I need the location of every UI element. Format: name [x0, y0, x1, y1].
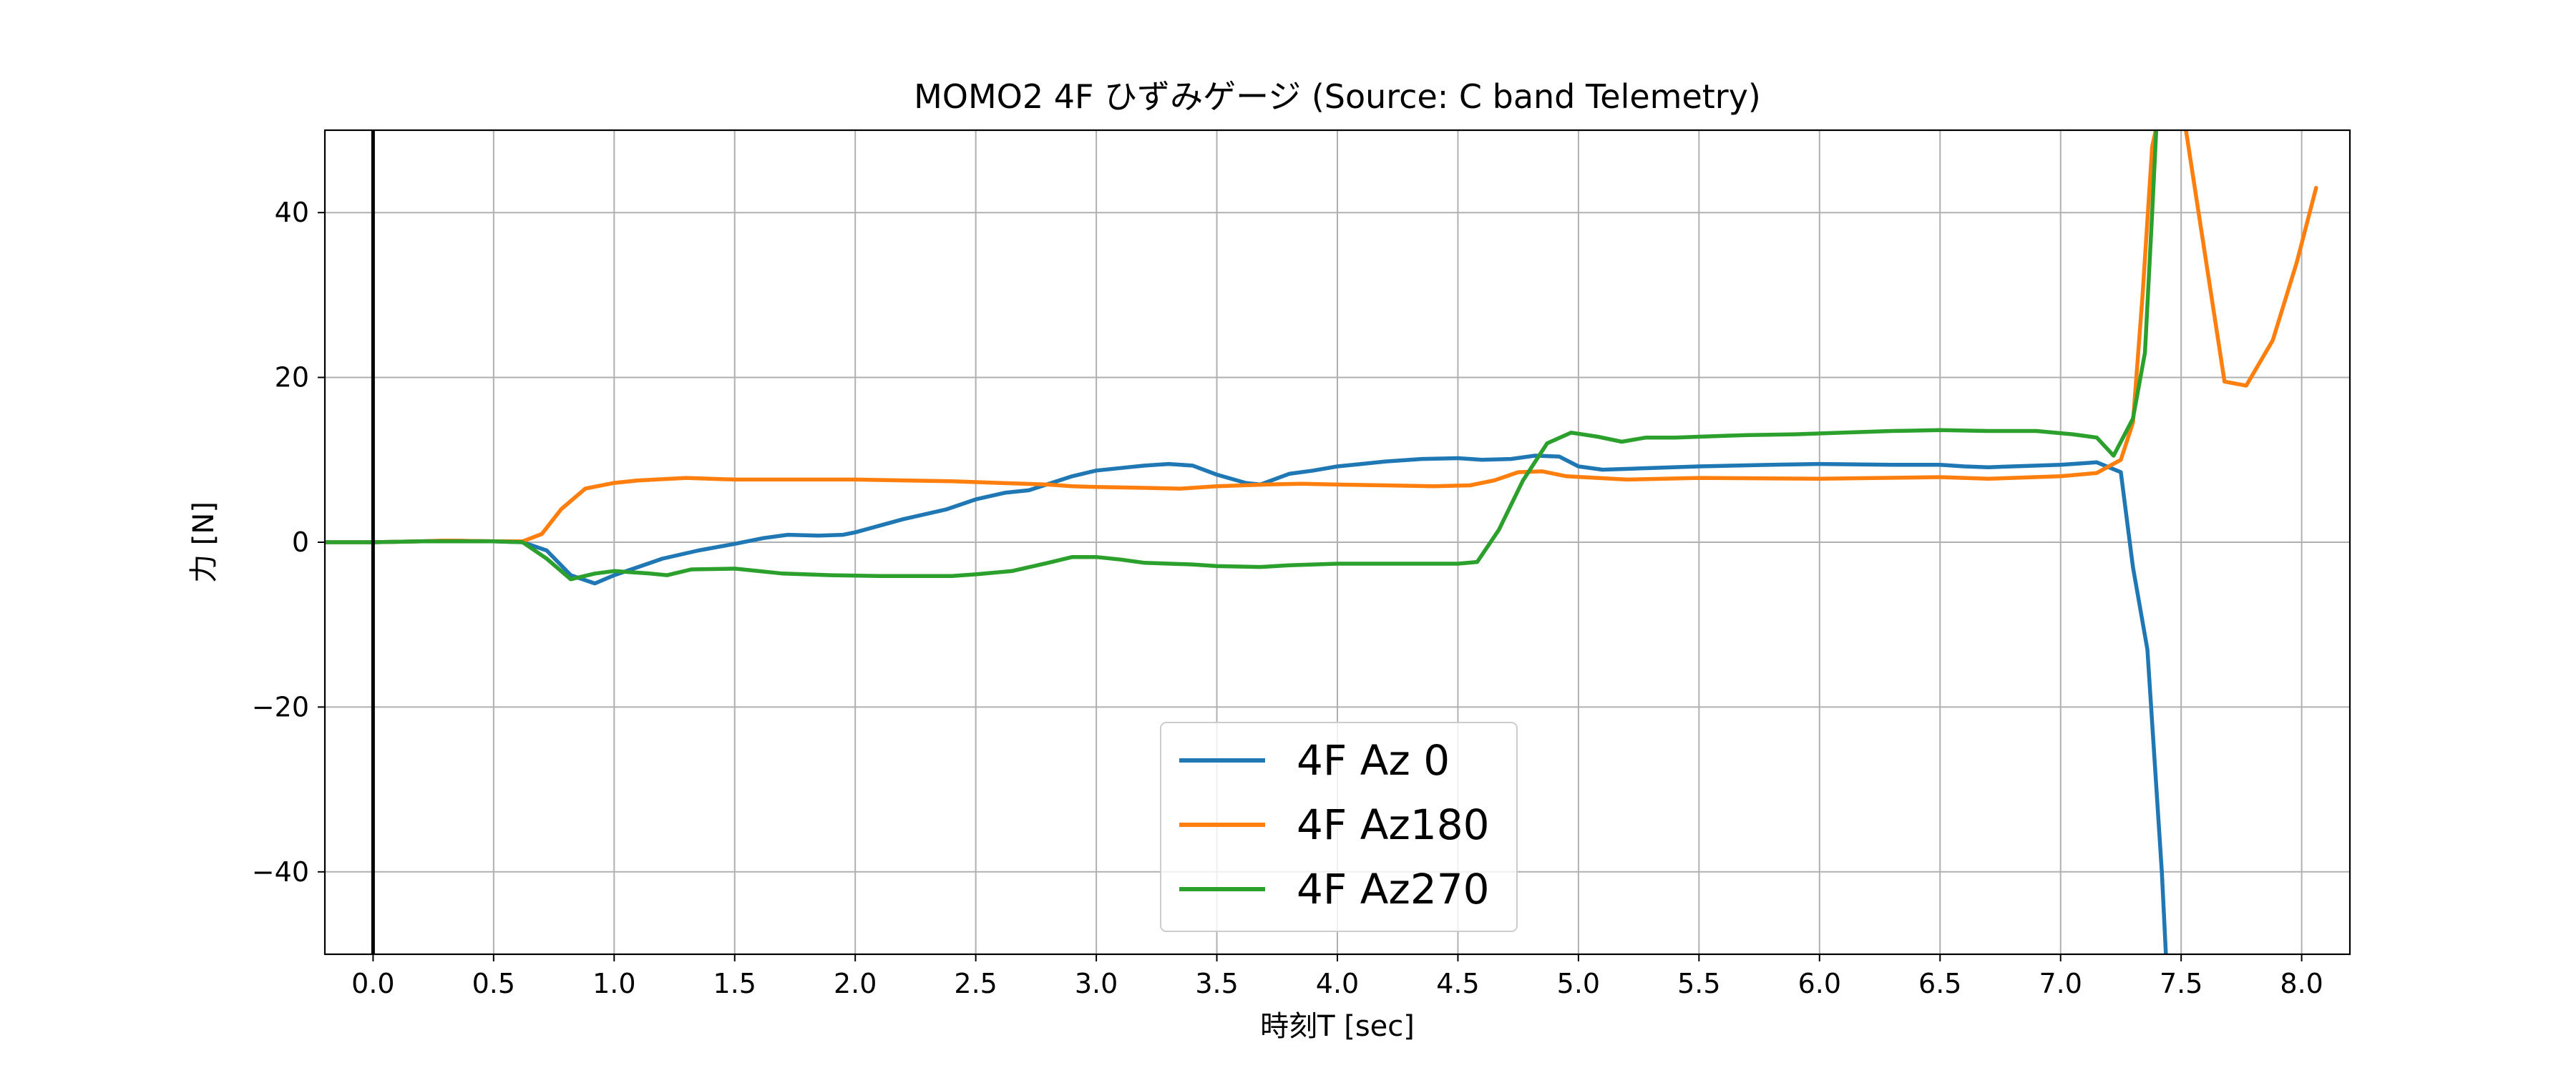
y-tick-label: 0	[292, 526, 309, 558]
y-tick-label: −40	[252, 856, 309, 888]
x-tick-label: 3.0	[1075, 968, 1118, 999]
y-tick-label: 20	[275, 362, 309, 393]
x-tick-label: 3.5	[1195, 968, 1238, 999]
x-tick-label: 5.5	[1677, 968, 1720, 999]
legend-label-az180: 4F Az180	[1297, 800, 1490, 849]
x-tick-label: 2.0	[834, 968, 877, 999]
x-tick-label: 7.0	[2039, 968, 2082, 999]
series-line-2	[325, 130, 2159, 582]
x-tick-label: 0.5	[472, 968, 515, 999]
x-tick-label: 6.0	[1798, 968, 1841, 999]
y-axis: −40 −20 0 20 40	[252, 197, 325, 888]
chart-title: MOMO2 4F ひずみゲージ (Source: C band Telemetr…	[914, 77, 1761, 116]
series-lines	[325, 130, 2318, 954]
legend: 4F Az 0 4F Az180 4F Az270	[1160, 722, 1518, 932]
series-line-0	[325, 454, 2168, 954]
x-tick-label: 0.0	[351, 968, 394, 999]
legend-box	[1160, 722, 1518, 932]
x-tick-label: 8.0	[2280, 968, 2323, 999]
x-axis-title: 時刻T [sec]	[1260, 1010, 1415, 1043]
x-tick-label: 1.5	[713, 968, 756, 999]
y-axis-title: 力 [N]	[187, 501, 220, 583]
y-tick-label: 40	[275, 197, 309, 228]
x-tick-label: 5.0	[1557, 968, 1600, 999]
x-tick-label: 7.5	[2160, 968, 2202, 999]
x-tick-label: 4.0	[1316, 968, 1359, 999]
series-line-1	[325, 130, 2318, 544]
x-tick-label: 6.5	[1918, 968, 1961, 999]
legend-label-az0: 4F Az 0	[1297, 736, 1450, 785]
x-tick-label: 1.0	[592, 968, 635, 999]
x-tick-label: 2.5	[954, 968, 997, 999]
x-tick-label: 4.5	[1436, 968, 1479, 999]
x-axis: 0.0 0.5 1.0 1.5 2.0 2.5 3.0 3.5 4.0 4.5 5.0 5.5 6.0 6…	[351, 954, 2323, 999]
legend-label-az270: 4F Az270	[1297, 865, 1490, 913]
y-tick-label: −20	[252, 691, 309, 722]
